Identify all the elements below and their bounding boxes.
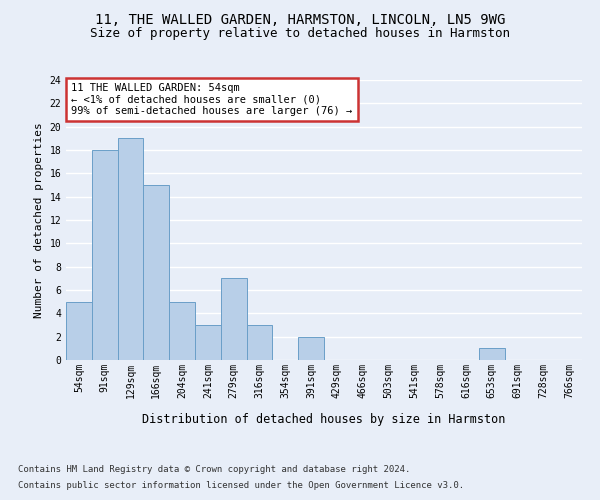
Text: 11, THE WALLED GARDEN, HARMSTON, LINCOLN, LN5 9WG: 11, THE WALLED GARDEN, HARMSTON, LINCOLN… — [95, 12, 505, 26]
Bar — [143, 185, 169, 360]
Text: 11 THE WALLED GARDEN: 54sqm
← <1% of detached houses are smaller (0)
99% of semi: 11 THE WALLED GARDEN: 54sqm ← <1% of det… — [71, 83, 352, 116]
Bar — [221, 278, 247, 360]
Bar — [92, 150, 118, 360]
Y-axis label: Number of detached properties: Number of detached properties — [34, 122, 44, 318]
Text: Contains public sector information licensed under the Open Government Licence v3: Contains public sector information licen… — [18, 481, 464, 490]
Bar — [479, 348, 505, 360]
Bar — [169, 302, 195, 360]
Bar — [118, 138, 143, 360]
Text: Distribution of detached houses by size in Harmston: Distribution of detached houses by size … — [142, 412, 506, 426]
Text: Contains HM Land Registry data © Crown copyright and database right 2024.: Contains HM Land Registry data © Crown c… — [18, 465, 410, 474]
Bar — [195, 325, 221, 360]
Bar — [66, 302, 92, 360]
Bar — [247, 325, 272, 360]
Bar — [298, 336, 324, 360]
Text: Size of property relative to detached houses in Harmston: Size of property relative to detached ho… — [90, 28, 510, 40]
